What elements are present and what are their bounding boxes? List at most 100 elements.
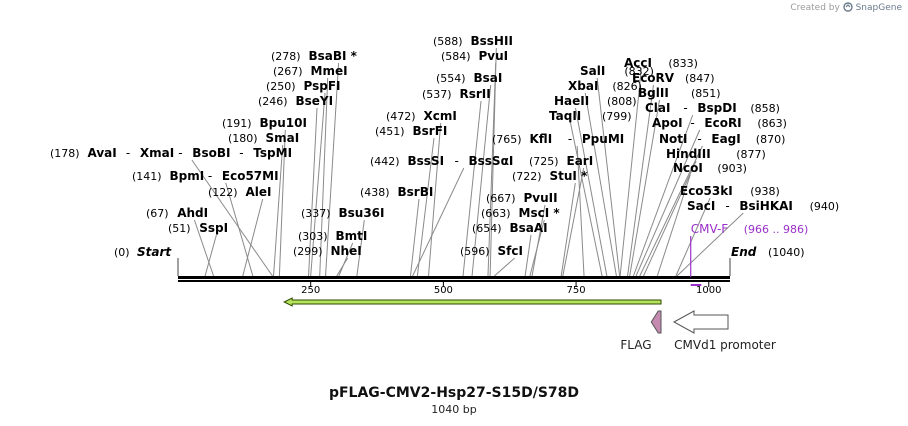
enzyme-name: BssHII <box>471 34 513 48</box>
site-leader-line <box>575 107 608 277</box>
site-separator: - <box>455 154 459 168</box>
enzyme-name: EcoRI <box>704 116 741 130</box>
site-leader-line <box>278 129 286 277</box>
site-position: (303) <box>298 230 328 243</box>
enzyme-name: SalI <box>580 64 605 78</box>
enzyme-name: BspDI <box>697 101 736 115</box>
site-leader-line <box>494 257 516 277</box>
site-position: (537) <box>422 88 452 101</box>
site-leader-lines <box>191 47 744 277</box>
site-position: (808) <box>607 95 637 108</box>
enzyme-name: PspFI <box>304 79 341 93</box>
site-leader-line <box>629 99 660 277</box>
site-position: (903) <box>717 162 747 175</box>
end-position: (1040) <box>768 246 805 259</box>
site-position: (438) <box>360 186 390 199</box>
site-separator: - <box>725 199 729 213</box>
site-leader-line <box>310 92 326 277</box>
site-position: (267) <box>273 65 303 78</box>
site-leader-line <box>635 129 701 277</box>
enzyme-name: MmeI <box>311 64 348 78</box>
enzyme-name: AleI <box>246 185 272 199</box>
enzyme-name: EagI <box>711 132 740 146</box>
enzyme-name: BsiHKAI <box>739 199 793 213</box>
site-separator: - <box>178 146 182 160</box>
site-position: (870) <box>756 133 786 146</box>
snapgene-credit: Created by SnapGene <box>790 2 902 13</box>
credit-brand: SnapGene <box>855 3 902 13</box>
site-position: (725) <box>529 155 559 168</box>
start-position: (0) <box>114 246 130 259</box>
enzyme-name: MscI * <box>519 206 561 220</box>
site-leader-line <box>338 242 354 277</box>
enzyme-name: BsaBI * <box>309 49 358 63</box>
site-leader-line <box>308 107 318 277</box>
enzyme-name: BsrFI <box>413 124 448 138</box>
site-leader-line <box>325 62 340 277</box>
snapgene-logo-icon <box>843 2 853 12</box>
site-position: (877) <box>736 148 766 161</box>
end-label: End <box>731 245 757 259</box>
bp-ruler: 250 500 750 1000 <box>301 282 721 296</box>
site-leader-line <box>632 114 694 277</box>
enzyme-name: TspMI <box>253 146 292 160</box>
site-position: (588) <box>433 35 463 48</box>
enzyme-name: NheI <box>331 244 362 258</box>
enzyme-name: BglII <box>638 86 669 100</box>
site-leader-line <box>409 198 420 277</box>
site-leader-line <box>489 47 497 277</box>
feature-track: FLAG CMVd1 promoter <box>283 297 776 352</box>
site-position: (826) <box>612 80 642 93</box>
site-labels: (0) Start End (1040) (51) SspI (67) AhdI(122) Al… <box>50 34 839 259</box>
site-leader-line <box>412 167 465 277</box>
site-leader-line <box>656 174 691 277</box>
primer-annotation: CMV-F (966 .. 986) <box>690 222 809 286</box>
site-separator: - <box>126 146 130 160</box>
site-leader-line <box>204 234 217 277</box>
enzyme-name: BsaI <box>474 71 503 85</box>
site-position: (246) <box>258 95 288 108</box>
site-position: (847) <box>685 72 715 85</box>
site-position: (451) <box>375 125 405 138</box>
site-position: (938) <box>750 185 780 198</box>
site-position: (858) <box>750 102 780 115</box>
site-position: (663) <box>481 207 511 220</box>
enzyme-name: SmaI <box>266 131 300 145</box>
enzyme-name: AvaI <box>88 146 117 160</box>
enzyme-name: BsrBI <box>398 185 434 199</box>
site-separator: - <box>208 169 212 183</box>
enzyme-name: BseYI <box>296 94 334 108</box>
site-leader-line <box>356 219 365 277</box>
enzyme-name: ClaI <box>645 101 670 115</box>
enzyme-name: Eco57MI <box>222 169 279 183</box>
enzyme-name: AccI <box>624 56 652 70</box>
primer-range: (966 .. 986) <box>744 223 809 236</box>
enzyme-name: PvuII <box>524 191 558 205</box>
site-leader-line <box>487 62 497 277</box>
ruler-tick-label: 750 <box>567 285 586 296</box>
site-leader-line <box>471 84 492 277</box>
enzyme-name: SfcI <box>498 244 523 258</box>
site-position: (832) <box>624 65 654 78</box>
site-position: (67) <box>146 207 169 220</box>
site-leader-line <box>191 159 273 277</box>
enzyme-name: PvuI <box>479 49 509 63</box>
site-position: (584) <box>441 50 471 63</box>
site-leader-line <box>584 92 617 277</box>
enzyme-name: PpuMI <box>582 132 624 146</box>
enzyme-name: XmaI <box>140 146 174 160</box>
flag-feature-arrow <box>650 310 662 334</box>
site-leader-line <box>560 182 576 277</box>
enzyme-name: BmtI <box>336 229 368 243</box>
ruler-tick-label: 500 <box>434 285 453 296</box>
site-leader-line <box>676 212 744 277</box>
site-separator: - <box>568 132 572 146</box>
ruler-tick-label: 250 <box>301 285 320 296</box>
enzyme-name: AhdI <box>177 206 208 220</box>
site-leader-line <box>225 182 254 277</box>
map-length: 1040 bp <box>431 403 477 416</box>
site-position: (191) <box>222 117 252 130</box>
site-leader-line <box>531 204 546 277</box>
enzyme-name: BssSαI <box>469 154 514 168</box>
enzyme-name: Eco53kI <box>680 184 733 198</box>
